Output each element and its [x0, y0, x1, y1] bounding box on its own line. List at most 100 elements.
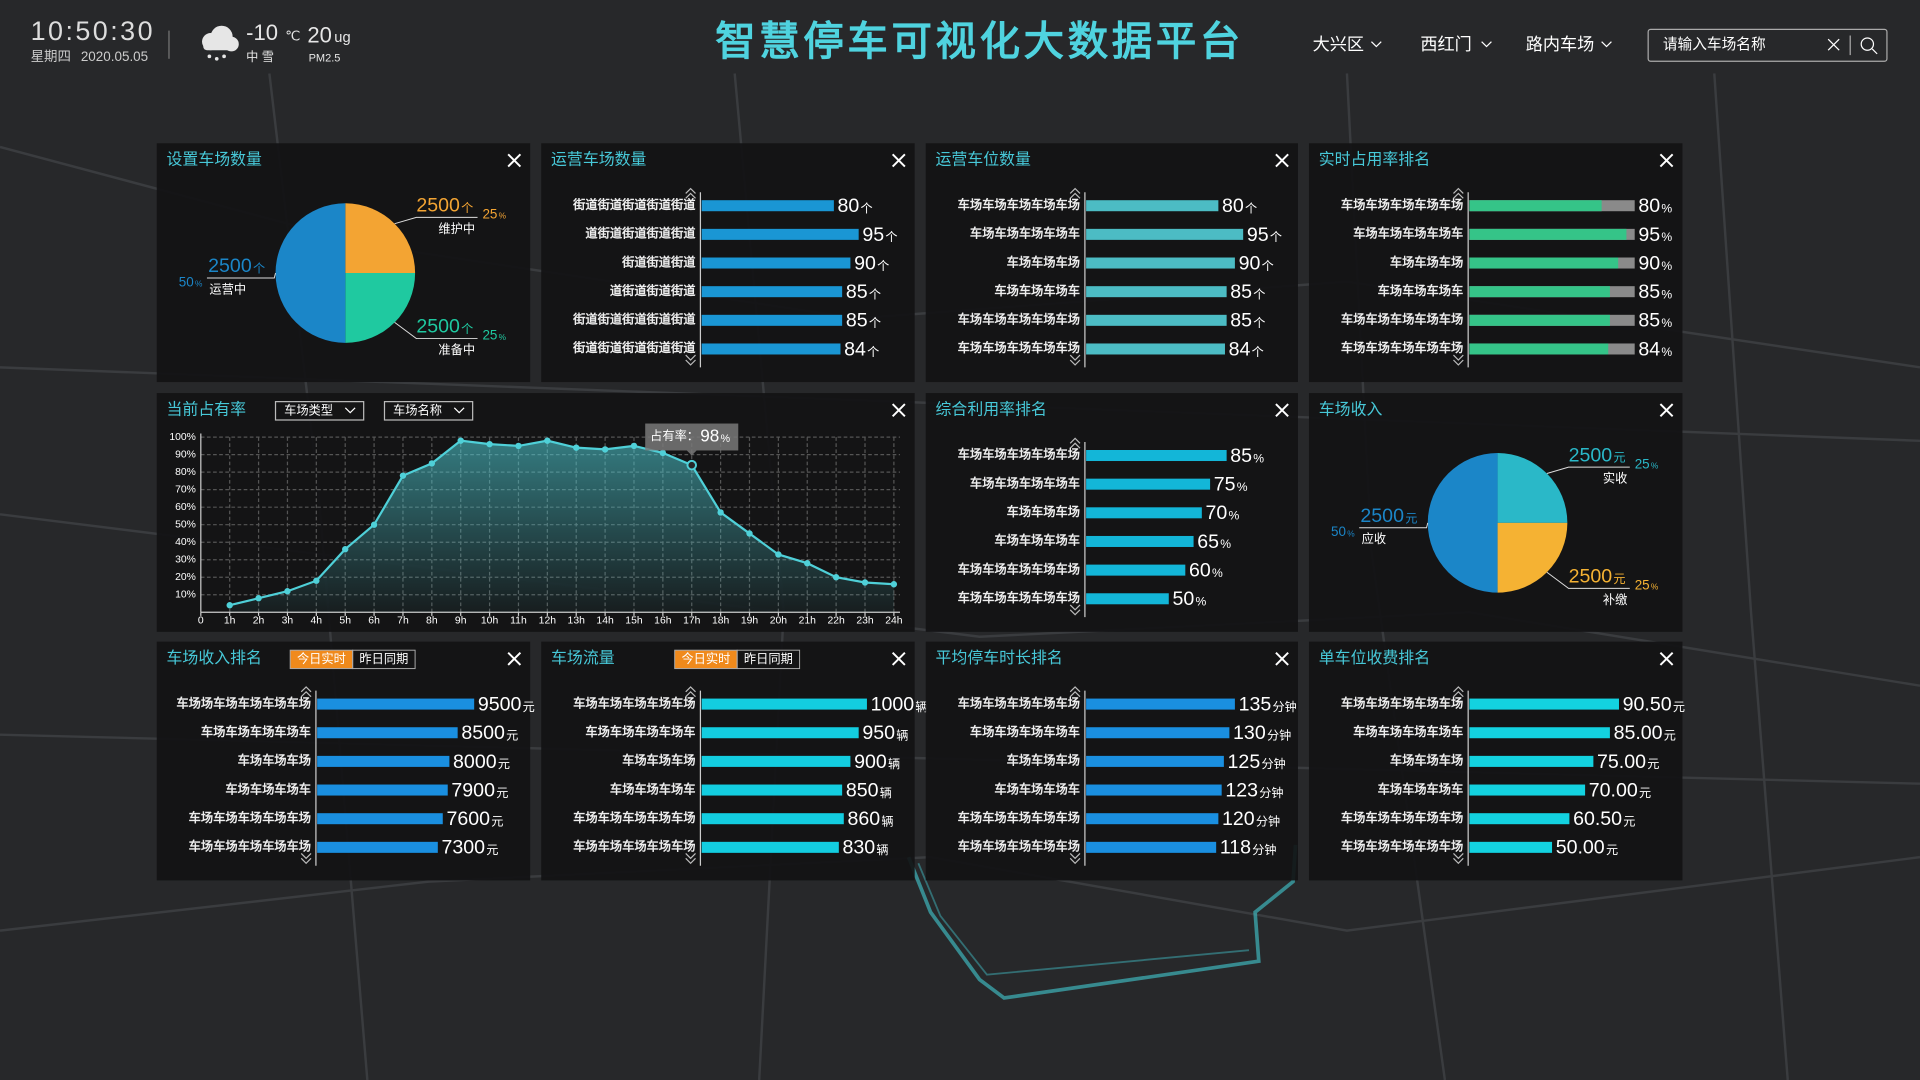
scroll-arrow[interactable] [1453, 686, 1464, 698]
dropdown[interactable]: 路内车场 [1526, 34, 1612, 54]
search-icon[interactable] [1860, 37, 1878, 55]
close-button[interactable] [891, 153, 906, 168]
scroll-arrow[interactable] [1069, 187, 1081, 199]
dropdown[interactable]: 西红门 [1420, 34, 1492, 54]
chevron [1370, 41, 1382, 48]
value-label: 75.00 [1597, 751, 1646, 773]
value-label: 850 [846, 779, 879, 801]
value-label: 90.50 [1623, 693, 1672, 715]
x-tick-label: 7h [397, 616, 409, 627]
category-label: 道街道街道街道街道 [585, 226, 696, 241]
x-tick-label: 20h [770, 616, 788, 627]
x-tick-label: 8h [426, 616, 438, 627]
category-label: 车场场车场车场车场车场 [176, 695, 311, 710]
dropdown[interactable]: 大兴区 [1313, 34, 1382, 54]
category-label: 车场车场车场车 [994, 283, 1080, 298]
clear-icon[interactable] [1827, 38, 1840, 51]
panel-title: 运营车位数量 [936, 151, 1032, 169]
close-button[interactable] [507, 651, 522, 666]
scroll-arrow[interactable] [300, 853, 312, 865]
close-icon [1275, 153, 1289, 168]
dropdown-label: 大兴区 [1313, 34, 1364, 54]
close-button[interactable] [507, 153, 522, 168]
bar [1469, 228, 1627, 240]
category-label: 车场车场车场车场车 [201, 724, 311, 739]
leader-line [1359, 522, 1429, 529]
filter-dropdown[interactable]: 车场名称 [383, 401, 474, 421]
line [229, 439, 894, 607]
data-point [601, 446, 609, 453]
data-point [255, 595, 262, 602]
value-label: 84 [1229, 338, 1251, 360]
bar [1086, 755, 1224, 767]
bar [1086, 593, 1169, 605]
scroll-arrow[interactable] [1069, 604, 1081, 616]
value-unit: % [1347, 528, 1355, 538]
slice-name: 准备中 [438, 342, 475, 357]
value-label: 85 [1638, 281, 1660, 303]
leader-line [206, 272, 276, 279]
value-unit: 辆 [881, 814, 893, 828]
close-button[interactable] [891, 403, 906, 418]
scroll-arrow[interactable] [1453, 853, 1464, 865]
value-label: 25 [482, 206, 497, 221]
scroll-arrow[interactable] [685, 187, 696, 199]
scroll-arrow[interactable] [685, 354, 696, 366]
chevron [1481, 41, 1492, 48]
value-unit: % [1651, 461, 1659, 471]
value-label: 95 [862, 224, 884, 246]
value-label: 85 [1638, 310, 1660, 332]
bar [1086, 507, 1202, 519]
tab[interactable]: 今日实时 [289, 649, 354, 670]
x-tick-label: 1h [224, 616, 236, 627]
tab[interactable]: 昨日同期 [736, 649, 801, 670]
y-tick-label: 20% [175, 572, 196, 583]
tab[interactable]: 昨日同期 [352, 649, 416, 670]
x-tick-label: 14h [596, 616, 614, 627]
weather-icon [202, 25, 239, 61]
data-point [399, 472, 407, 479]
leader-line [394, 322, 478, 340]
data-point [861, 579, 869, 586]
x-tick-label: 10h [481, 616, 499, 627]
value-label: 135 [1239, 693, 1272, 715]
close-icon [891, 651, 906, 666]
close-button[interactable] [1275, 651, 1289, 666]
bar [1086, 784, 1222, 796]
bar [701, 813, 844, 825]
close-button[interactable] [1659, 651, 1674, 666]
x-tick-label: 2h [253, 616, 265, 627]
scroll-arrow[interactable] [1453, 354, 1464, 366]
scroll-arrow[interactable] [1069, 354, 1081, 366]
category-label: 车场车场车场车场车 [970, 724, 1080, 739]
panel-title: 单车位收费排名 [1319, 649, 1430, 667]
value-label: 70.00 [1589, 779, 1638, 801]
category-label: 车场车场车场车场车场 [1341, 340, 1463, 355]
tab[interactable]: 今日实时 [674, 649, 738, 670]
temperature: -10 [246, 20, 278, 45]
chevron [453, 407, 465, 414]
value-unit: 元 [1613, 572, 1625, 586]
filter-dropdown[interactable]: 车场类型 [274, 401, 365, 421]
scroll-arrow[interactable] [685, 686, 696, 698]
close-icon [891, 403, 906, 418]
scroll-arrow[interactable] [685, 853, 696, 865]
search-box[interactable]: 请输入车场名称 [1647, 28, 1888, 62]
scroll-arrow[interactable] [1069, 686, 1081, 698]
close-button[interactable] [1659, 153, 1674, 168]
scroll-arrow[interactable] [300, 686, 312, 698]
category-label: 车场车场车场车场车 [970, 226, 1080, 241]
value-label: 2500 [1360, 505, 1404, 527]
value-unit: % [1661, 287, 1672, 301]
data-point [515, 442, 522, 450]
value-label: 85.00 [1614, 722, 1663, 744]
close-button[interactable] [1275, 153, 1289, 168]
scroll-arrow[interactable] [1069, 853, 1081, 865]
close-button[interactable] [891, 651, 906, 666]
scroll-arrow[interactable] [1453, 187, 1464, 199]
bar [1469, 257, 1619, 269]
close-button[interactable] [1659, 403, 1674, 418]
scroll-arrow[interactable] [1069, 437, 1081, 449]
close-button[interactable] [1275, 403, 1289, 418]
